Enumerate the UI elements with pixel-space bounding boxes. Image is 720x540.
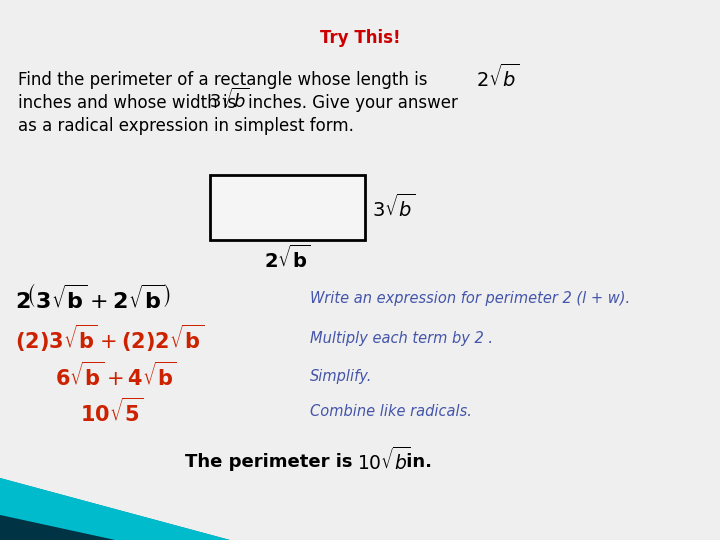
Text: inches and whose width is: inches and whose width is	[18, 94, 236, 112]
Text: $\mathbf{2}\!\left(\mathbf{3}\sqrt{\mathbf{b}}+\mathbf{2}\sqrt{\mathbf{b}}\right: $\mathbf{2}\!\left(\mathbf{3}\sqrt{\math…	[15, 284, 171, 313]
Text: $2\sqrt{b}$: $2\sqrt{b}$	[476, 63, 520, 91]
Text: The perimeter is: The perimeter is	[185, 453, 353, 471]
Text: as a radical expression in simplest form.: as a radical expression in simplest form…	[18, 117, 354, 135]
Text: $\mathbf{2}\sqrt{\mathbf{b}}$: $\mathbf{2}\sqrt{\mathbf{b}}$	[264, 245, 311, 272]
Text: in.: in.	[400, 453, 432, 471]
Text: $10\sqrt{b}$: $10\sqrt{b}$	[357, 447, 411, 474]
Text: Write an expression for perimeter 2 (l + w).: Write an expression for perimeter 2 (l +…	[310, 291, 630, 306]
Text: Multiply each term by 2 .: Multiply each term by 2 .	[310, 330, 493, 346]
Text: Combine like radicals.: Combine like radicals.	[310, 404, 472, 420]
Text: $\mathbf{6}\sqrt{\mathbf{b}}+\mathbf{4}\sqrt{\mathbf{b}}$: $\mathbf{6}\sqrt{\mathbf{b}}+\mathbf{4}\…	[55, 362, 177, 390]
Text: Find the perimeter of a rectangle whose length is: Find the perimeter of a rectangle whose …	[18, 71, 428, 89]
Text: Try This!: Try This!	[320, 29, 400, 47]
Text: $3\sqrt{b}$: $3\sqrt{b}$	[372, 194, 415, 221]
Text: inches. Give your answer: inches. Give your answer	[248, 94, 458, 112]
Text: Simplify.: Simplify.	[310, 368, 372, 383]
Text: $\mathbf{10}\sqrt{\mathbf{5}}$: $\mathbf{10}\sqrt{\mathbf{5}}$	[80, 398, 143, 426]
Text: $3\sqrt{b}$: $3\sqrt{b}$	[209, 88, 249, 112]
Polygon shape	[0, 478, 230, 540]
Bar	[210, 175, 365, 240]
Polygon shape	[0, 478, 230, 540]
Text: $\mathbf{(2)3}\sqrt{\mathbf{b}}+\mathbf{(2)2}\sqrt{\mathbf{b}}$: $\mathbf{(2)3}\sqrt{\mathbf{b}}+\mathbf{…	[15, 322, 204, 354]
Polygon shape	[0, 515, 115, 540]
